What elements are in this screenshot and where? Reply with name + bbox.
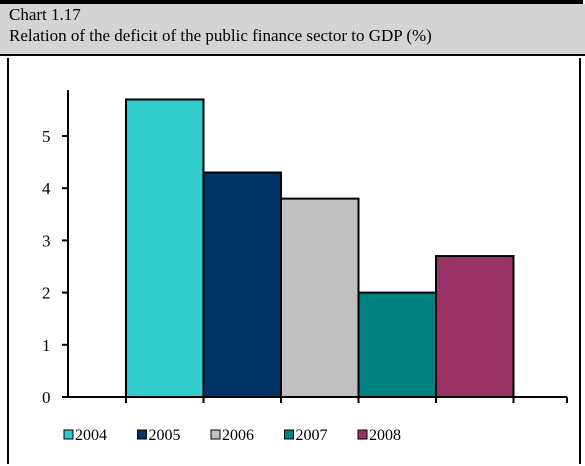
legend-swatch-2006: [210, 429, 221, 440]
chart-header: Chart 1.17 Relation of the deficit of th…: [0, 4, 585, 54]
bar-2007: [357, 291, 437, 399]
chart-title: Relation of the deficit of the public fi…: [9, 26, 432, 45]
chart-number: Chart 1.17: [9, 5, 81, 24]
legend-swatch-2008: [357, 429, 368, 440]
legend-label-2007: 2007: [296, 427, 328, 444]
bar-2008: [435, 255, 515, 398]
legend-swatch-2007: [284, 429, 294, 440]
chart-frame: [7, 58, 581, 464]
legend-label-2004: 2004: [75, 427, 107, 444]
legend-label-2005: 2005: [149, 427, 181, 444]
legend-swatch-2005: [137, 429, 147, 440]
y-tick-label: 4: [42, 179, 51, 198]
top-border: [0, 0, 583, 4]
bar-2004: [125, 98, 205, 399]
y-tick-label: 3: [42, 231, 51, 250]
bar-2005: [202, 171, 282, 398]
y-tick-label: 5: [42, 127, 51, 146]
bar-2006: [280, 197, 360, 398]
legend-swatch-2004: [63, 429, 74, 440]
header-divider: [0, 54, 585, 56]
y-tick-label: 2: [42, 284, 51, 303]
y-tick-label: 0: [42, 388, 51, 407]
y-tick-label: 1: [42, 336, 51, 355]
legend-label-2008: 2008: [369, 427, 401, 444]
legend-label-2006: 2006: [222, 427, 254, 444]
